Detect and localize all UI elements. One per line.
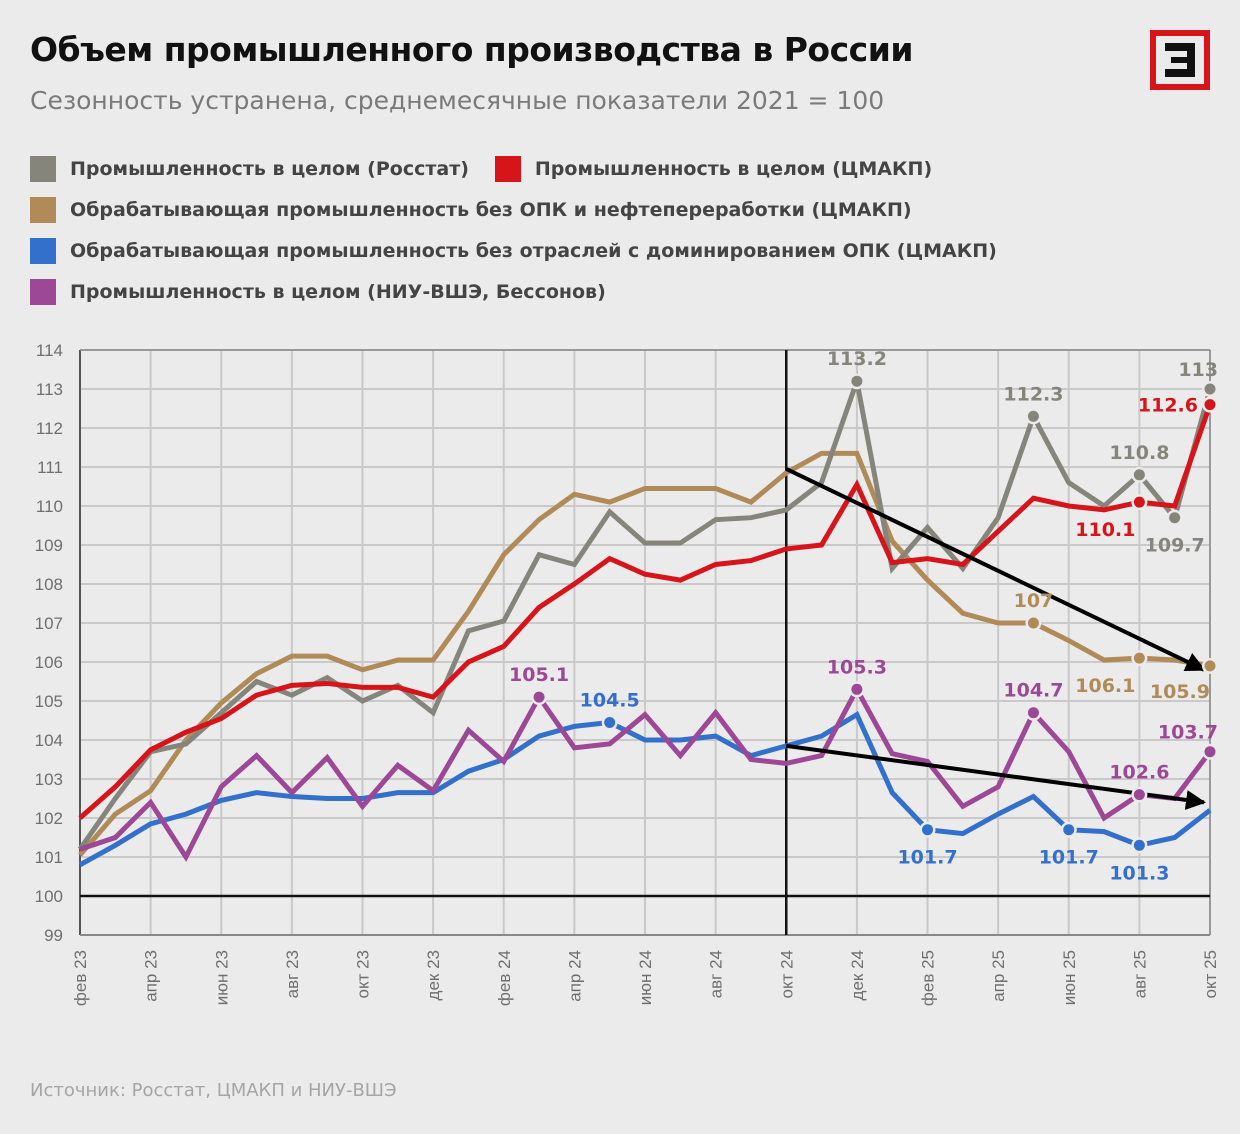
legend-item-rosstat: Промышленность в целом (Росстат) — [30, 155, 469, 182]
x-tick-label: дек 24 — [848, 950, 867, 1000]
y-tick-label: 108 — [35, 575, 63, 594]
data-marker — [1027, 707, 1039, 719]
data-marker — [1133, 652, 1145, 664]
x-tick-label: апр 23 — [142, 950, 161, 1002]
data-label: 101.3 — [1109, 862, 1169, 884]
legend-swatch — [30, 237, 56, 264]
data-label: 105.9 — [1150, 681, 1210, 703]
data-label: 109.7 — [1145, 535, 1205, 557]
page-title: Объем промышленного производства в Росси… — [30, 30, 913, 69]
data-label: 110.8 — [1109, 442, 1169, 464]
x-tick-label: авг 23 — [283, 950, 302, 998]
data-marker — [1133, 789, 1145, 801]
y-tick-label: 114 — [36, 341, 63, 360]
y-tick-label: 111 — [37, 458, 63, 477]
y-tick-label: 106 — [35, 653, 63, 672]
y-tick-label: 109 — [35, 536, 63, 555]
series-line-manufacturing-no-opk-refining — [78, 450, 1211, 857]
data-marker — [1204, 660, 1216, 672]
data-label: 104.7 — [1003, 680, 1063, 702]
y-tick-label: 110 — [36, 497, 63, 516]
source-note: Источник: Росстат, ЦМАКП и НИУ-ВШЭ — [30, 1080, 397, 1101]
data-marker — [604, 716, 616, 728]
trend-arrow — [785, 467, 1206, 672]
data-label: 110.1 — [1075, 519, 1135, 541]
data-marker — [1204, 399, 1216, 411]
legend-label: Промышленность в целом (ЦМАКП) — [534, 157, 933, 180]
series-line-manufacturing-no-opk — [78, 711, 1212, 867]
data-label: 107 — [1014, 590, 1054, 612]
data-marker — [1133, 839, 1145, 851]
data-marker — [1027, 617, 1039, 629]
data-marker — [1133, 469, 1145, 481]
x-tick-label: июн 24 — [636, 950, 655, 1005]
legend-swatch — [30, 278, 56, 305]
data-label: 101.7 — [1039, 847, 1099, 869]
data-marker — [1169, 512, 1181, 524]
data-marker — [851, 375, 863, 387]
legend-item-manufacturing-no-opk: Обрабатывающая промышленность без отрасл… — [30, 237, 997, 264]
y-tick-label: 100 — [35, 887, 63, 906]
data-label: 106.1 — [1075, 675, 1135, 697]
data-marker — [1133, 496, 1145, 508]
data-marker — [1204, 746, 1216, 758]
legend-swatch — [494, 155, 521, 182]
logo-icon — [1150, 30, 1210, 90]
data-label: 105.1 — [509, 664, 569, 686]
series-line-rosstat — [77, 371, 1213, 851]
data-label: 113 — [1178, 359, 1218, 381]
x-tick-label: окт 25 — [1201, 950, 1220, 999]
y-tick-label: 112 — [36, 419, 63, 438]
x-tick-label: фев 25 — [919, 950, 938, 1006]
data-marker — [1027, 410, 1039, 422]
x-tick-label: авг 25 — [1130, 950, 1149, 998]
x-tick-label: июн 25 — [1060, 950, 1079, 1005]
x-tick-label: окт 24 — [777, 950, 796, 999]
data-label: 104.5 — [580, 689, 640, 711]
legend-swatch — [30, 155, 56, 182]
x-tick-label: авг 24 — [707, 950, 726, 998]
page-subtitle: Сезонность устранена, среднемесячные пок… — [30, 86, 885, 115]
y-tick-label: 103 — [35, 770, 63, 789]
data-label: 113.2 — [827, 348, 887, 370]
x-tick-label: июн 23 — [212, 950, 231, 1005]
legend-label: Обрабатывающая промышленность без отрасл… — [70, 239, 997, 262]
data-label: 103.7 — [1158, 722, 1218, 744]
data-marker — [1204, 383, 1216, 395]
data-label: 105.3 — [827, 656, 887, 678]
legend: Промышленность в целом (Росстат) Промышл… — [30, 148, 1023, 312]
x-tick-label: дек 23 — [424, 950, 443, 1000]
x-tick-label: апр 25 — [989, 950, 1008, 1002]
y-tick-label: 101 — [35, 848, 63, 867]
legend-item-hse: Промышленность в целом (НИУ-ВШЭ, Бессоно… — [30, 278, 606, 305]
data-label: 112.3 — [1003, 383, 1063, 405]
legend-label: Промышленность в целом (НИУ-ВШЭ, Бессоно… — [70, 280, 606, 303]
legend-item-cmakp: Промышленность в целом (ЦМАКП) — [494, 155, 933, 182]
data-marker — [922, 824, 933, 836]
legend-label: Промышленность в целом (Росстат) — [70, 157, 469, 180]
data-marker — [1063, 824, 1075, 836]
series-line-cmakp — [78, 403, 1213, 820]
x-tick-label: фев 23 — [71, 950, 90, 1006]
data-label: 102.6 — [1109, 762, 1169, 784]
x-tick-label: фев 24 — [495, 950, 514, 1006]
x-tick-label: апр 24 — [565, 950, 584, 1002]
y-tick-label: 102 — [35, 809, 63, 828]
data-marker — [533, 691, 545, 703]
y-tick-label: 113 — [36, 380, 63, 399]
legend-item-manufacturing-no-opk-refining: Обрабатывающая промышленность без ОПК и … — [30, 196, 912, 223]
y-tick-label: 99 — [44, 926, 63, 945]
y-tick-label: 104 — [35, 731, 63, 750]
data-label: 112.6 — [1138, 395, 1198, 417]
y-tick-label: 105 — [35, 692, 63, 711]
series-line-hse — [79, 684, 1212, 863]
legend-label: Обрабатывающая промышленность без ОПК и … — [70, 198, 912, 221]
data-marker — [851, 683, 863, 695]
legend-swatch — [30, 196, 56, 223]
data-label: 101.7 — [897, 847, 957, 869]
y-tick-label: 107 — [35, 614, 63, 633]
x-tick-label: окт 23 — [354, 950, 373, 999]
